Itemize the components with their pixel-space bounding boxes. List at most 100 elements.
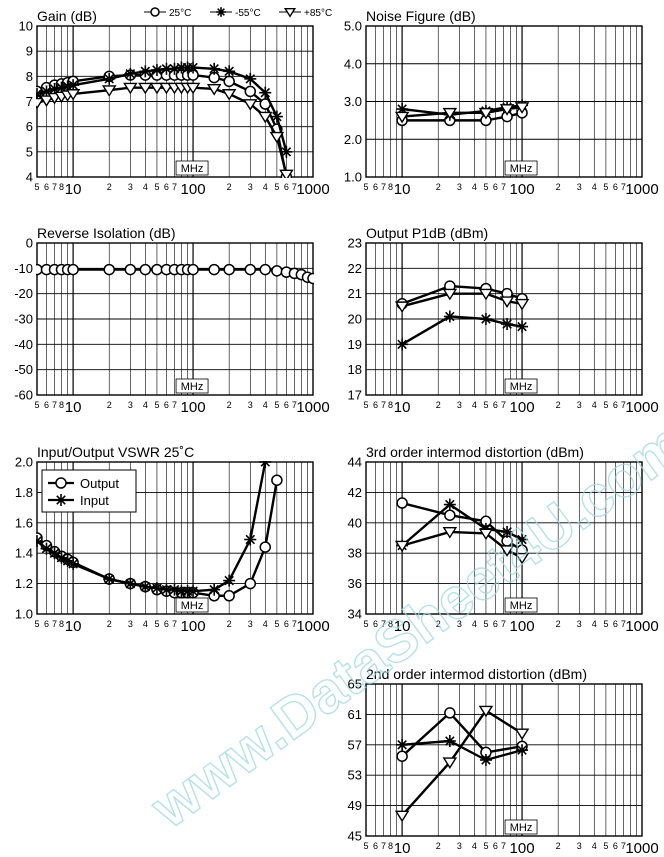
data-point-asterisk [187, 61, 200, 74]
x-tick-label: 4 [472, 400, 477, 410]
x-tick-label: 5 [274, 400, 279, 410]
x-tick-label: 6 [493, 400, 498, 410]
x-tick-label: 3 [128, 182, 133, 192]
y-tick-label: -60 [14, 388, 33, 403]
data-point-triangle [478, 528, 494, 541]
x-tick-label: 2 [436, 841, 441, 851]
data-point-asterisk [516, 533, 529, 546]
x-tick-label: 4 [143, 400, 148, 410]
series-group [394, 705, 530, 823]
mhz-unit-label: MHz [510, 822, 533, 834]
x-tick-label: 6 [373, 619, 378, 629]
x-tick-label: 4 [263, 182, 268, 192]
y-tick-label: 1.8 [15, 485, 33, 500]
x-tick-label: 7 [381, 619, 386, 629]
data-point-circle [36, 263, 43, 276]
y-tick-label: 45 [348, 829, 362, 844]
data-point-asterisk [67, 79, 80, 92]
x-tick-label: 5 [603, 841, 608, 851]
x-tick-label: 7 [621, 619, 626, 629]
series-group [394, 99, 530, 127]
x-tick-label: 2 [556, 182, 561, 192]
data-point-triangle [39, 95, 54, 107]
data-point-circle [223, 75, 235, 88]
chart-nf: 1.02.03.04.05.05 6 7 8 10 2 3 4 5 6 7 100 2 3 4 5 6 7 1000… [344, 8, 659, 198]
x-tick-label: 5 [154, 400, 159, 410]
data-point-asterisk [271, 410, 283, 422]
legend-label: Output [80, 476, 119, 491]
data-point-asterisk [501, 318, 514, 331]
x-tick-label: 7 [621, 400, 626, 410]
x-tick-label: 7 [621, 182, 626, 192]
x-tick-label: 5 [603, 619, 608, 629]
data-point-triangle [478, 107, 494, 120]
data-point-triangle [65, 89, 81, 101]
x-tick-label: 3 [457, 182, 462, 192]
x-tick-label: 3 [248, 619, 253, 629]
data-point-triangle [514, 552, 530, 565]
y-tick-label: -20 [14, 286, 33, 301]
mhz-unit-box [175, 160, 209, 176]
y-tick-label: 42 [348, 485, 362, 500]
y-tick-label: 1.6 [15, 515, 33, 530]
data-point-triangle [138, 82, 153, 95]
x-tick-label: 5 [483, 400, 488, 410]
x-tick-label: 8 [388, 182, 393, 192]
data-point-asterisk [443, 310, 456, 323]
data-point-circle [396, 750, 408, 762]
x-tick-label: 8 [388, 841, 393, 851]
x-tick-label: 8 [388, 619, 393, 629]
x-tick-label: 5 [274, 182, 279, 192]
data-point-triangle [258, 111, 273, 124]
data-point-triangle [514, 298, 530, 311]
data-point-circle [271, 265, 283, 277]
x-tick-label: 8 [59, 400, 64, 410]
plot-frame [365, 461, 643, 615]
legend-label: +85°C [304, 8, 332, 19]
data-point-triangle [36, 97, 45, 110]
data-point-circle [244, 85, 257, 98]
x-tick-label: 2 [436, 400, 441, 410]
x-tick-label: 3 [457, 619, 462, 629]
x-tick-label: 2 [107, 182, 112, 192]
data-point-asterisk [67, 557, 80, 570]
y-tick-label: 2.0 [344, 132, 362, 147]
data-point-asterisk [244, 72, 257, 85]
data-point-circle [244, 263, 257, 276]
mhz-unit-box [504, 597, 538, 613]
series-line-25°C [401, 711, 523, 758]
data-point-asterisk [223, 65, 236, 78]
data-point-asterisk [124, 67, 137, 80]
data-point-triangle [514, 102, 530, 114]
y-tick-label: -10 [14, 261, 33, 276]
data-point-circle [223, 590, 235, 602]
data-point-circle [124, 263, 137, 276]
x-tick-label: 1000 [625, 181, 658, 198]
chart-title: 3rd order intermod distortion (dBm) [366, 444, 584, 460]
x-tick-label: 6 [44, 182, 49, 192]
data-point-triangle [499, 296, 515, 308]
x-tick-label: 7 [501, 841, 506, 851]
legend-marker-asterisk [55, 494, 67, 506]
data-point-asterisk [223, 574, 236, 587]
data-point-circle [208, 263, 220, 276]
data-point-asterisk [139, 580, 152, 593]
x-tick-label: 7 [621, 841, 626, 851]
chart-title: Noise Figure (dB) [366, 8, 476, 24]
y-tick-label: 4.0 [344, 56, 362, 71]
data-point-asterisk [208, 62, 221, 75]
mhz-unit-label: MHz [181, 163, 204, 175]
x-tick-label: 4 [263, 400, 268, 410]
data-point-asterisk [516, 320, 529, 333]
x-tick-label: 10 [65, 181, 82, 198]
y-tick-label: 10 [19, 19, 33, 34]
x-tick-label: 6 [284, 182, 289, 192]
y-tick-label: 65 [348, 677, 362, 692]
data-point-triangle [123, 82, 138, 95]
x-tick-label: 7 [172, 182, 177, 192]
data-point-asterisk [150, 582, 163, 595]
plot-frame [365, 25, 643, 178]
x-tick-label: 7 [172, 619, 177, 629]
x-tick-label: 7 [172, 400, 177, 410]
data-point-asterisk [270, 110, 283, 123]
